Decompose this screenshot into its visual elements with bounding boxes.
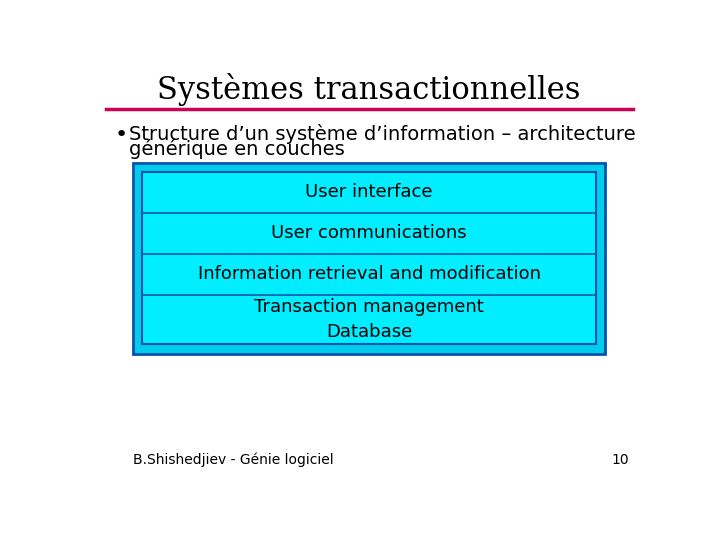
Text: •: • [114, 125, 128, 145]
Text: Systèmes transactionnelles: Systèmes transactionnelles [157, 73, 581, 106]
Text: User interface: User interface [305, 183, 433, 201]
Text: 10: 10 [611, 453, 629, 467]
Text: Information retrieval and modification: Information retrieval and modification [197, 265, 541, 283]
FancyBboxPatch shape [142, 172, 596, 345]
Text: Transaction management
Database: Transaction management Database [254, 298, 484, 341]
Text: User communications: User communications [271, 224, 467, 242]
Text: B.Shishedjiev - Génie logiciel: B.Shishedjiev - Génie logiciel [133, 452, 333, 467]
FancyBboxPatch shape [132, 163, 606, 354]
Text: générique en couches: générique en couches [129, 139, 344, 159]
Text: Structure d’un système d’information – architecture: Structure d’un système d’information – a… [129, 124, 635, 144]
